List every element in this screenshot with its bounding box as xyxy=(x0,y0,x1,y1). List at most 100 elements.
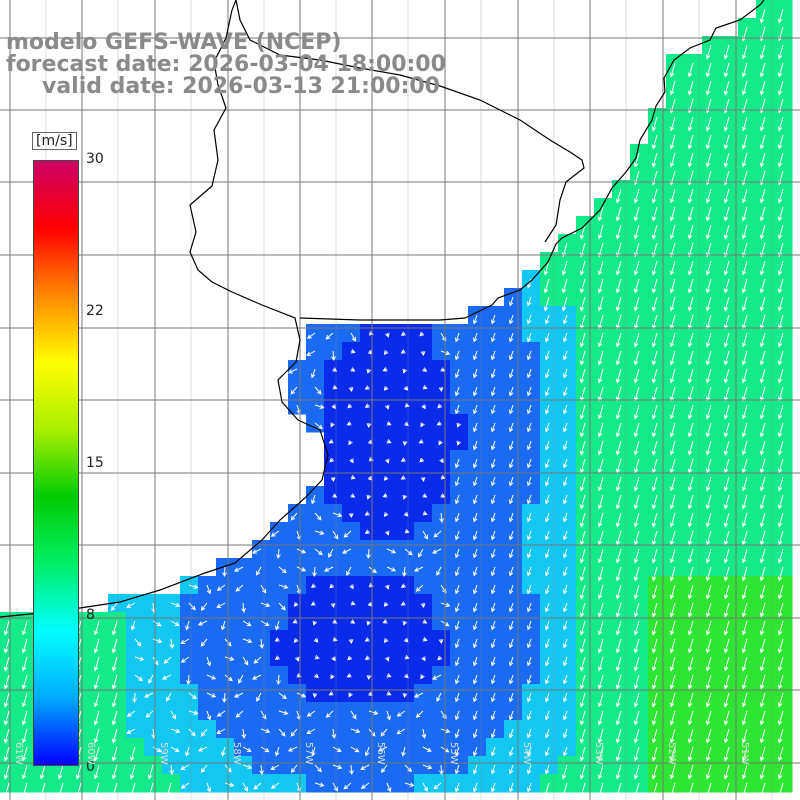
wind-arrow xyxy=(454,458,460,469)
wind-arrow xyxy=(651,566,658,582)
wind-arrow xyxy=(200,602,208,611)
wind-arrow xyxy=(170,620,180,626)
wind-arrow xyxy=(633,566,640,582)
wind-arrow xyxy=(777,746,784,762)
wind-arrow xyxy=(615,332,622,348)
wind-arrow xyxy=(224,782,235,787)
wind-arrow xyxy=(759,332,766,348)
wind-arrow xyxy=(759,548,766,564)
wind-arrow xyxy=(270,530,280,537)
wind-arrow xyxy=(206,692,217,698)
wind-arrow xyxy=(562,476,568,487)
wind-arrow xyxy=(562,494,568,505)
wind-arrow xyxy=(741,440,748,456)
wind-arrow xyxy=(597,206,604,222)
wind-arrow xyxy=(21,692,28,708)
wind-arrow xyxy=(386,673,392,678)
wind-arrow xyxy=(651,530,658,546)
wind-cell xyxy=(414,324,433,343)
wind-arrow xyxy=(705,656,712,672)
wind-arrow xyxy=(147,782,154,798)
wind-arrow xyxy=(759,62,766,78)
wind-arrow xyxy=(472,782,478,793)
wind-arrow xyxy=(687,566,694,582)
wind-arrow xyxy=(651,764,658,780)
wind-arrow xyxy=(597,602,604,618)
wind-arrow xyxy=(669,692,676,708)
wind-arrow xyxy=(296,692,307,698)
wind-arrow xyxy=(615,620,622,636)
wind-arrow xyxy=(144,692,154,698)
wind-arrow xyxy=(759,458,766,474)
wind-arrow xyxy=(350,746,360,753)
wind-arrow xyxy=(314,404,325,409)
wind-cell xyxy=(378,360,397,379)
wind-cell xyxy=(252,774,271,793)
wind-arrow xyxy=(597,584,604,600)
wind-arrow xyxy=(669,188,676,204)
wind-arrow xyxy=(759,404,766,420)
wind-arrow xyxy=(454,566,460,577)
wind-arrow xyxy=(562,440,568,451)
wind-arrow xyxy=(490,566,496,577)
wind-arrow xyxy=(669,710,676,726)
wind-arrow xyxy=(562,332,568,343)
wind-arrow xyxy=(21,746,28,762)
wind-arrow xyxy=(705,206,712,222)
wind-arrow xyxy=(197,620,208,626)
wind-arrow xyxy=(490,332,496,343)
wind-arrow xyxy=(777,80,784,96)
wind-arrow xyxy=(687,278,694,294)
wind-arrow xyxy=(777,530,784,546)
wind-arrow xyxy=(508,530,514,541)
wind-arrow xyxy=(206,674,217,680)
wind-cell xyxy=(396,702,415,721)
wind-arrow xyxy=(759,422,766,438)
wind-arrow xyxy=(526,494,532,505)
wind-arrow xyxy=(633,764,640,780)
wind-arrow xyxy=(562,620,568,631)
wind-cell xyxy=(234,576,253,595)
wind-cell xyxy=(396,342,415,361)
wind-arrow xyxy=(418,548,424,558)
wind-arrow xyxy=(579,746,586,762)
wind-cell xyxy=(414,558,433,577)
wind-arrow xyxy=(526,620,532,631)
wind-arrow xyxy=(216,602,226,608)
wind-arrow xyxy=(723,476,730,492)
wind-arrow xyxy=(777,494,784,510)
wind-arrow xyxy=(472,566,478,577)
wind-arrow xyxy=(651,746,658,762)
wind-arrow xyxy=(777,476,784,492)
wind-cell xyxy=(324,684,343,703)
wind-arrow xyxy=(687,710,694,726)
wind-arrow xyxy=(669,566,676,582)
wind-arrow xyxy=(741,422,748,438)
wind-arrow xyxy=(723,116,730,132)
wind-arrow xyxy=(615,674,622,690)
wind-arrow xyxy=(723,188,730,204)
wind-arrow xyxy=(526,530,532,541)
wind-arrow xyxy=(562,692,568,703)
wind-arrow xyxy=(290,386,298,395)
wind-arrow xyxy=(562,530,568,541)
wind-arrow xyxy=(544,314,550,325)
wind-arrow xyxy=(759,692,766,708)
wind-arrow xyxy=(421,656,426,662)
wind-arrow xyxy=(651,296,658,312)
wind-arrow xyxy=(759,206,766,222)
wind-arrow xyxy=(687,620,694,636)
wind-arrow xyxy=(651,602,658,618)
wind-arrow xyxy=(633,152,640,168)
wind-arrow xyxy=(579,710,586,726)
wind-arrow xyxy=(134,656,145,661)
wind-arrow xyxy=(597,476,604,492)
wind-cell xyxy=(162,648,181,667)
wind-arrow xyxy=(234,692,244,698)
wind-arrow xyxy=(597,566,604,582)
wind-cell xyxy=(360,396,379,415)
wind-arrow xyxy=(723,584,730,600)
wind-arrow xyxy=(21,782,28,798)
wind-cell xyxy=(288,738,307,757)
wind-arrow xyxy=(93,710,100,726)
